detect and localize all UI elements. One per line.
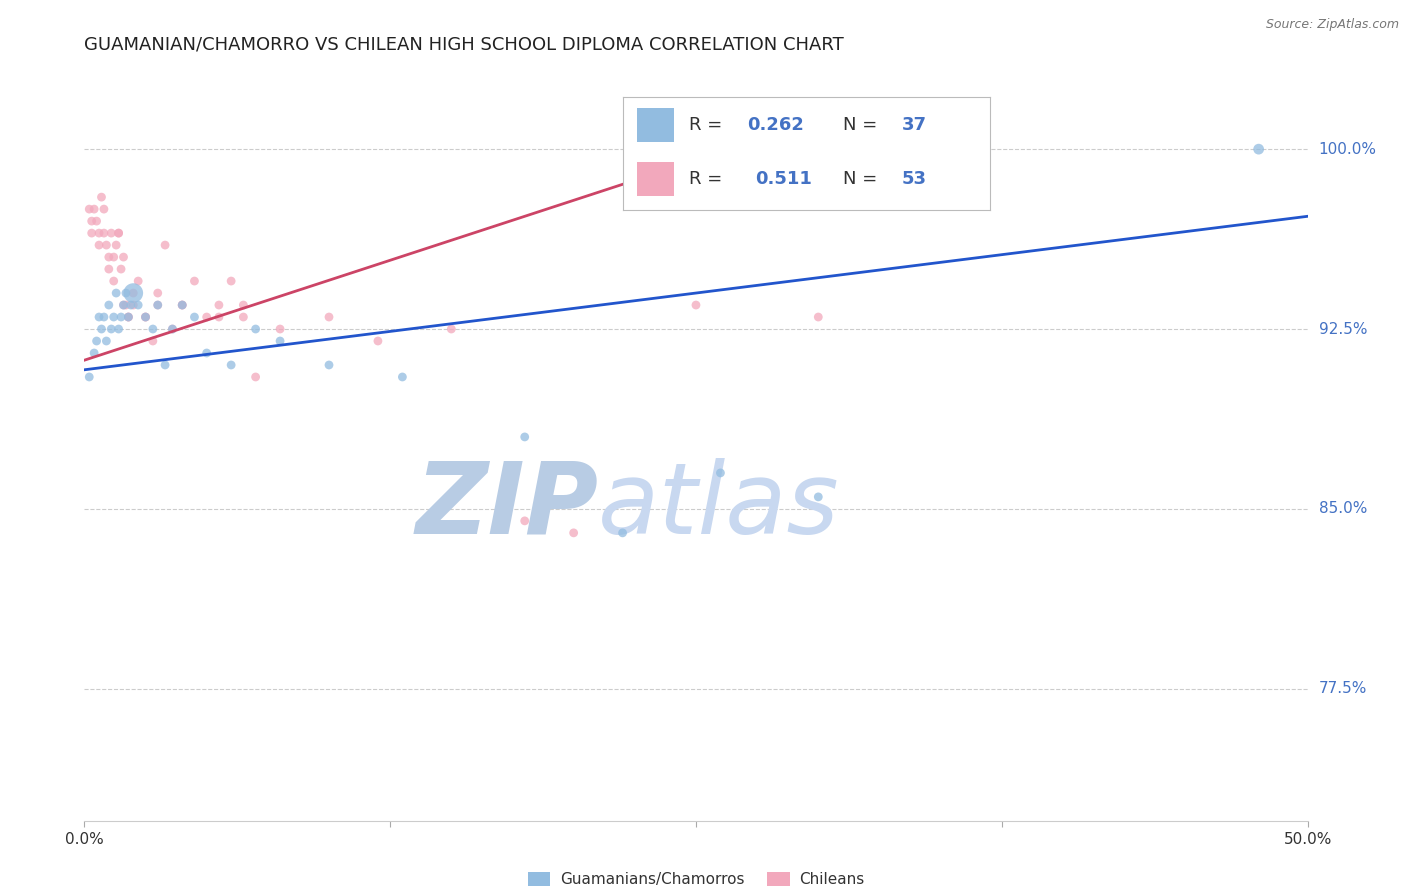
Point: [172, 298, 194, 312]
Point: [97, 298, 120, 312]
Point: [120, 298, 142, 312]
Text: GUAMANIAN/CHAMORRO VS CHILEAN HIGH SCHOOL DIPLOMA CORRELATION CHART: GUAMANIAN/CHAMORRO VS CHILEAN HIGH SCHOO…: [84, 36, 844, 54]
Point: [245, 370, 267, 384]
Point: [127, 298, 149, 312]
Point: [245, 322, 267, 336]
Point: [93, 202, 115, 216]
Point: [232, 298, 254, 312]
Text: 85.0%: 85.0%: [1319, 501, 1367, 516]
Point: [87, 226, 110, 240]
Point: [183, 310, 205, 324]
Point: [146, 298, 169, 312]
Point: [83, 202, 105, 216]
Point: [127, 274, 149, 288]
Point: [90, 190, 112, 204]
Point: [135, 310, 157, 324]
Point: [105, 286, 128, 301]
Point: [87, 238, 110, 252]
Point: [318, 310, 340, 324]
Point: [77, 370, 100, 384]
Legend: Guamanians/Chamorros, Chileans: Guamanians/Chamorros, Chileans: [522, 866, 870, 892]
Point: [103, 274, 125, 288]
Point: [153, 238, 176, 252]
Point: [105, 238, 128, 252]
Text: 77.5%: 77.5%: [1319, 681, 1367, 697]
Point: [90, 322, 112, 336]
Point: [135, 310, 157, 324]
Point: [97, 262, 120, 277]
Point: [103, 310, 125, 324]
Point: [83, 346, 105, 360]
Point: [685, 298, 707, 312]
Point: [153, 358, 176, 372]
Point: [107, 226, 129, 240]
Point: [183, 274, 205, 288]
Point: [513, 514, 536, 528]
Point: [100, 226, 122, 240]
Point: [269, 322, 291, 336]
Point: [80, 214, 103, 228]
Point: [195, 310, 218, 324]
Point: [97, 250, 120, 264]
Point: [142, 334, 165, 348]
Point: [112, 298, 135, 312]
Point: [122, 286, 145, 301]
Text: 92.5%: 92.5%: [1319, 321, 1367, 336]
Point: [513, 430, 536, 444]
Point: [122, 298, 145, 312]
Point: [269, 334, 291, 348]
Point: [1247, 142, 1270, 156]
Text: Source: ZipAtlas.com: Source: ZipAtlas.com: [1265, 18, 1399, 31]
Point: [77, 202, 100, 216]
Point: [146, 286, 169, 301]
Point: [122, 286, 145, 301]
Text: ZIP: ZIP: [415, 458, 598, 555]
Point: [162, 322, 184, 336]
Point: [135, 310, 157, 324]
Point: [162, 322, 184, 336]
Point: [93, 310, 115, 324]
Point: [96, 238, 118, 252]
Point: [100, 322, 122, 336]
Point: [107, 226, 129, 240]
Point: [80, 226, 103, 240]
Point: [208, 298, 231, 312]
Point: [318, 358, 340, 372]
Point: [142, 322, 165, 336]
Point: [219, 274, 242, 288]
Point: [440, 322, 463, 336]
Point: [172, 298, 194, 312]
Text: 100.0%: 100.0%: [1319, 142, 1376, 157]
Point: [367, 334, 389, 348]
Point: [117, 310, 139, 324]
Point: [117, 310, 139, 324]
Point: [232, 310, 254, 324]
Point: [110, 310, 132, 324]
Point: [86, 334, 108, 348]
Point: [208, 310, 231, 324]
Point: [115, 286, 138, 301]
Point: [807, 490, 830, 504]
Point: [110, 262, 132, 277]
Point: [87, 310, 110, 324]
Text: atlas: atlas: [598, 458, 839, 555]
Point: [115, 298, 138, 312]
Point: [709, 466, 731, 480]
Point: [195, 346, 218, 360]
Point: [391, 370, 413, 384]
Point: [96, 334, 118, 348]
Point: [112, 250, 135, 264]
Point: [107, 322, 129, 336]
Point: [807, 310, 830, 324]
Point: [103, 250, 125, 264]
Point: [117, 310, 139, 324]
Point: [612, 525, 634, 540]
Point: [112, 298, 135, 312]
Point: [146, 298, 169, 312]
Point: [562, 525, 585, 540]
Point: [219, 358, 242, 372]
Point: [93, 226, 115, 240]
Point: [172, 298, 194, 312]
Point: [86, 214, 108, 228]
